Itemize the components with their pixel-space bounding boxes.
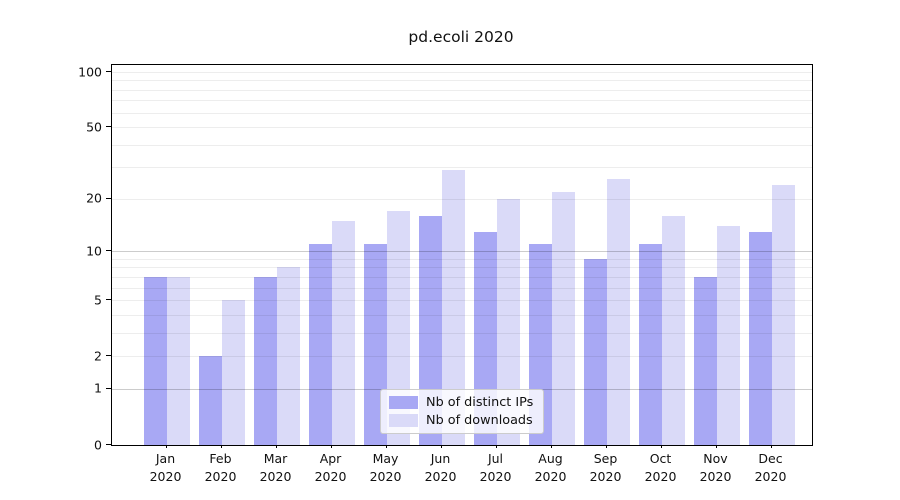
x-tick-label-feb: Feb 2020	[204, 451, 237, 485]
gridline-y-9	[112, 258, 812, 260]
bar-downloads-aug	[551, 191, 575, 445]
bar-downloads-may	[386, 211, 410, 445]
gridline-y-50	[112, 127, 812, 129]
gridline-y-5	[112, 300, 812, 302]
x-tick-mark-jul	[495, 444, 497, 448]
gridline-y-100	[112, 72, 812, 73]
y-tick-mark-2	[106, 355, 111, 357]
gridline-y-20	[112, 198, 812, 200]
y-tick-label-1: 1	[94, 380, 102, 396]
gridline-y-40	[112, 144, 812, 146]
bar-downloads-apr	[331, 220, 355, 445]
gridline-y-90	[112, 80, 812, 82]
x-tick-label-jun: Jun 2020	[424, 451, 457, 485]
bar-downloads-jun	[441, 170, 465, 445]
gridline-y-60	[112, 112, 812, 114]
x-tick-mark-apr	[330, 444, 332, 448]
x-tick-mark-oct	[660, 444, 662, 448]
legend-swatch-distinct-ips	[389, 396, 418, 409]
x-tick-mark-may	[385, 444, 387, 448]
bar-downloads-mar	[276, 267, 300, 445]
x-tick-label-jul: Jul 2020	[479, 451, 512, 485]
gridline-y-3	[112, 332, 812, 334]
bar-distinct-ips-nov	[693, 276, 717, 445]
x-tick-label-oct: Oct 2020	[644, 451, 677, 485]
x-tick-mark-sep	[605, 444, 607, 448]
gridline-y-80	[112, 89, 812, 91]
bar-distinct-ips-jun	[418, 216, 442, 445]
gridline-y-7	[112, 276, 812, 278]
y-tick-label-100: 100	[78, 64, 102, 79]
legend-item-distinct-ips: Nb of distinct IPs	[389, 395, 533, 410]
x-tick-mark-nov	[715, 444, 717, 448]
x-tick-label-mar: Mar 2020	[259, 451, 292, 485]
gridline-y-2	[112, 356, 812, 358]
gridline-y-70	[112, 100, 812, 102]
x-tick-label-sep: Sep 2020	[589, 451, 622, 485]
x-tick-label-aug: Aug 2020	[534, 451, 567, 485]
bar-downloads-oct	[661, 216, 685, 445]
bar-downloads-nov	[716, 226, 740, 445]
x-tick-mark-feb	[220, 444, 222, 448]
legend-label-downloads: Nb of downloads	[426, 413, 533, 428]
y-tick-mark-50	[106, 126, 111, 128]
gridline-y-6	[112, 287, 812, 289]
bar-downloads-sep	[606, 178, 630, 445]
y-tick-mark-20	[106, 197, 111, 200]
y-tick-label-20: 20	[86, 190, 102, 206]
y-tick-label-10: 10	[86, 243, 102, 259]
x-tick-label-nov: Nov 2020	[699, 451, 732, 485]
gridline-y-8	[112, 267, 812, 269]
bar-distinct-ips-oct	[638, 244, 662, 445]
chart-title: pd.ecoli 2020	[408, 28, 514, 46]
legend-item-downloads: Nb of downloads	[389, 413, 533, 428]
y-tick-mark-0	[106, 444, 111, 446]
legend: Nb of distinct IPs Nb of downloads	[380, 389, 545, 434]
x-tick-mark-mar	[275, 444, 277, 448]
x-tick-label-may: May 2020	[369, 451, 402, 485]
bar-distinct-ips-jan	[143, 276, 167, 445]
bar-distinct-ips-feb	[198, 356, 222, 445]
x-tick-mark-dec	[770, 444, 772, 448]
y-tick-mark-1	[106, 387, 111, 390]
bar-distinct-ips-mar	[253, 276, 277, 445]
gridline-y-30	[112, 167, 812, 169]
x-tick-label-jan: Jan 2020	[149, 451, 182, 485]
bar-downloads-feb	[221, 300, 245, 445]
bar-distinct-ips-sep	[583, 258, 607, 445]
x-tick-mark-aug	[550, 444, 552, 448]
y-tick-label-0: 0	[94, 437, 102, 452]
x-tick-label-dec: Dec 2020	[754, 451, 787, 485]
y-tick-mark-10	[106, 250, 111, 252]
y-tick-mark-100	[106, 71, 111, 73]
gridline-y-4	[112, 314, 812, 316]
bar-distinct-ips-dec	[748, 231, 772, 445]
x-tick-mark-jan	[165, 444, 167, 448]
bar-distinct-ips-apr	[308, 244, 332, 445]
y-tick-label-50: 50	[86, 119, 102, 135]
y-tick-label-2: 2	[94, 348, 102, 364]
gridline-y-10	[112, 251, 812, 253]
bar-downloads-dec	[771, 184, 795, 445]
x-tick-label-apr: Apr 2020	[314, 451, 347, 485]
y-tick-label-5: 5	[94, 292, 102, 308]
legend-label-distinct-ips: Nb of distinct IPs	[426, 395, 534, 410]
y-tick-mark-5	[106, 299, 111, 301]
legend-swatch-downloads	[389, 414, 418, 427]
bar-downloads-jul	[496, 198, 520, 445]
x-tick-mark-jun	[440, 444, 442, 448]
bar-downloads-jan	[166, 276, 190, 445]
